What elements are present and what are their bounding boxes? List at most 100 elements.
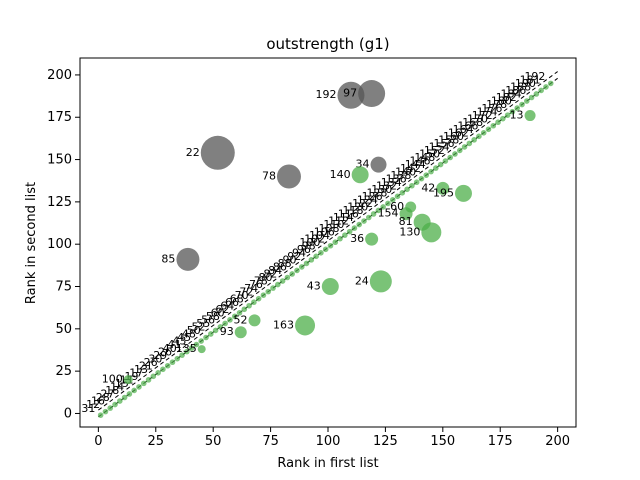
data-point-label: 100	[102, 373, 123, 386]
diagonal-point-label: 190	[515, 77, 536, 90]
data-point	[351, 166, 369, 184]
diagonal-point-label: 64	[220, 299, 234, 312]
diagonal-point-label: 68	[230, 292, 244, 305]
diagonal-point	[207, 331, 214, 337]
diagonal-point-label: 92	[287, 250, 301, 263]
data-point-label: 97	[343, 87, 357, 100]
data-point-label: 13	[510, 109, 524, 122]
diagonal-point-label: 102	[304, 232, 325, 245]
y-tick-label: 0	[64, 406, 72, 421]
diagonal-point	[327, 242, 334, 249]
diagonal-point	[188, 345, 195, 351]
diagonal-point	[365, 214, 372, 221]
diagonal-point-label: 48	[182, 328, 196, 341]
diagonal-point-label: 154	[429, 141, 450, 154]
diagonal-point-label: 170	[467, 112, 488, 125]
y-tick-label: 50	[55, 322, 72, 337]
data-point-label: 163	[273, 318, 294, 331]
diagonal-point	[260, 292, 267, 298]
diagonal-point-label: 138	[390, 169, 411, 182]
diagonal-point	[547, 80, 554, 87]
diagonal-point-label: 181	[520, 74, 541, 87]
diagonal-point	[495, 119, 501, 126]
data-point	[369, 270, 392, 293]
diagonal-point-label: 94	[292, 246, 306, 259]
diagonal-point-label: 160	[443, 130, 464, 143]
data-point	[276, 164, 301, 189]
diagonal-point	[289, 271, 295, 277]
diagonal-point	[342, 232, 348, 238]
data-point	[321, 278, 339, 296]
diagonal-point	[413, 179, 420, 186]
diagonal-point	[231, 313, 238, 320]
diagonal-point-label: 26	[158, 345, 172, 358]
diagonal-point-label: 70	[235, 289, 249, 302]
diagonal-point	[270, 285, 276, 291]
diagonal-point	[519, 101, 525, 108]
y-tick-label: 150	[47, 153, 72, 168]
diagonal-point	[236, 309, 243, 316]
diagonal-point-label: 192	[524, 70, 545, 83]
diagonal-point	[528, 94, 535, 101]
diagonal-point-label: 128	[366, 186, 387, 199]
diagonal-point-label: 140	[395, 165, 416, 178]
diagonal-point-label: 96	[297, 243, 311, 256]
diagonal-point	[136, 384, 142, 390]
diagonal-point	[418, 175, 425, 182]
diagonal-point	[102, 408, 109, 415]
diagonal-point	[97, 412, 104, 418]
diagonal-point-label: 100	[299, 236, 320, 249]
data-point-label: 43	[307, 280, 321, 293]
y-tick-label: 100	[47, 237, 72, 252]
diagonal-point	[318, 250, 324, 256]
data-point-label: 36	[350, 232, 364, 245]
diagonal-point	[193, 341, 200, 348]
data-point	[123, 375, 133, 385]
diagonal-point	[471, 137, 477, 143]
diagonal-point	[346, 228, 353, 235]
diagonal-point	[279, 278, 286, 284]
diagonal-point-label: 60	[211, 306, 225, 319]
data-point	[197, 345, 206, 354]
diagonal-point	[533, 91, 540, 97]
diagonal-point	[179, 352, 185, 358]
diagonal-point	[337, 235, 343, 242]
data-point-label: 81	[399, 215, 413, 228]
diagonal-point-label: 84	[268, 264, 282, 277]
data-point	[295, 315, 316, 336]
diagonal-point-label: 176	[481, 102, 502, 115]
diagonal-point	[524, 98, 530, 104]
diagonal-point-label: 164	[453, 123, 474, 136]
diagonal-point-label: 31	[81, 402, 95, 415]
diagonal-point-label: 62	[215, 303, 229, 316]
diagonal-point-label: 88	[278, 257, 292, 270]
diagonal-point	[164, 362, 171, 369]
data-point	[365, 232, 379, 246]
diagonal-point-label: 108	[319, 222, 340, 235]
diagonal-point	[389, 197, 396, 203]
data-point-label: 22	[186, 146, 200, 159]
diagonal-point-label: 184	[501, 88, 522, 101]
diagonal-point	[322, 246, 329, 253]
diagonal-point-label: 188	[510, 81, 531, 94]
y-tick-label: 75	[55, 280, 72, 295]
diagonal-point	[490, 122, 497, 129]
diagonal-point	[480, 130, 487, 136]
diagonal-point	[370, 211, 377, 217]
diagonal-point	[140, 380, 147, 387]
diagonal-point-label: 30	[148, 352, 162, 365]
diagonal-point	[121, 394, 128, 401]
diagonal-point	[380, 204, 386, 210]
diagonal-point	[155, 369, 161, 376]
data-point-label: 78	[262, 169, 276, 182]
x-tick-label: 100	[316, 434, 341, 449]
diagonal-point	[150, 373, 157, 380]
y-tick-label: 25	[55, 364, 72, 379]
diagonal-point-label: 14	[110, 381, 124, 394]
diagonal-point	[452, 151, 458, 157]
diagonal-point-label: 82	[263, 268, 277, 281]
diagonal-point-label: 55	[196, 317, 210, 330]
diagonal-point-label: 120	[347, 201, 368, 214]
diagonal-point-label: 74	[244, 282, 258, 295]
diagonal-point	[466, 140, 473, 147]
